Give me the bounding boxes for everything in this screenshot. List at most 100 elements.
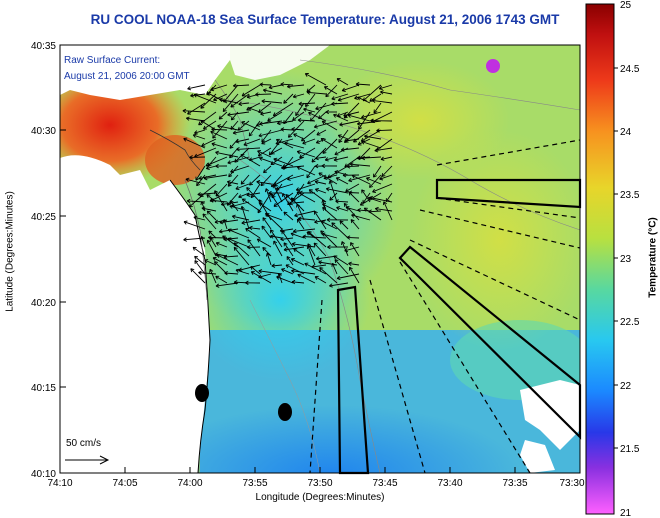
current-vector-head (331, 222, 336, 224)
current-vector-head (182, 110, 187, 114)
current-vector-head (212, 134, 214, 139)
current-vector-head (344, 202, 348, 205)
current-vector-head (283, 247, 287, 251)
current-vector-head (280, 238, 284, 242)
current-vector-head (369, 97, 372, 102)
current-vector (343, 111, 360, 117)
current-vector-head (280, 83, 284, 87)
current-vector-head (200, 107, 205, 109)
current-vector-head (354, 97, 359, 100)
current-vector-head (182, 108, 187, 112)
current-vector (261, 129, 272, 143)
current-vector (193, 93, 217, 104)
current-vector-head (206, 210, 209, 215)
current-vector (258, 270, 283, 275)
current-vector (348, 191, 360, 203)
current-vector (236, 147, 261, 150)
current-vector-head (318, 261, 322, 265)
y-axis-label: Latitude (Degrees:Minutes) (4, 191, 16, 312)
current-vector-head (207, 92, 210, 97)
current-vector-head (200, 120, 203, 124)
current-vector-head (334, 259, 339, 262)
current-vector (281, 230, 294, 248)
current-vector (209, 237, 217, 248)
current-vector-head (258, 270, 262, 274)
current-vector-head (364, 135, 368, 139)
tick-marks (59, 44, 516, 474)
current-vector-head (243, 141, 247, 146)
current-vector-head (217, 125, 221, 129)
current-vector-head (256, 179, 261, 183)
current-vector (369, 197, 393, 203)
current-vector-head (329, 180, 333, 184)
current-vector-head (218, 115, 221, 120)
current-vector-head (379, 88, 383, 91)
current-vector (258, 102, 272, 113)
current-vector-head (322, 207, 325, 211)
current-vector (215, 151, 239, 158)
current-vector-head (360, 137, 364, 142)
current-vector (229, 200, 239, 212)
current-vector-head (282, 193, 286, 196)
current-vector-head (183, 138, 187, 142)
current-vector-head (299, 190, 303, 194)
current-vector-head (316, 131, 320, 136)
current-vector-head (238, 267, 242, 271)
current-vector-head (194, 130, 198, 134)
current-vector-head (320, 221, 324, 225)
current-vector-head (366, 177, 369, 182)
current-vector-head (236, 149, 240, 152)
current-vector-head (355, 82, 360, 85)
current-vector-head (346, 164, 351, 167)
current-vector-head (283, 99, 285, 104)
y-tick-label: 40:20 (31, 298, 56, 309)
current-vector-head (318, 172, 321, 177)
current-vector (240, 154, 261, 167)
current-vector-head (223, 239, 228, 242)
current-vector-head (263, 169, 266, 173)
current-vector (282, 193, 294, 212)
current-vector (182, 110, 206, 113)
colorbar-tick: 23 (620, 254, 632, 265)
current-vector-head (265, 252, 268, 257)
current-vector (270, 156, 283, 165)
current-vector-head (289, 202, 293, 206)
current-vector (307, 243, 316, 257)
current-vector (222, 235, 239, 248)
current-vector (255, 93, 272, 96)
current-vector-head (214, 253, 218, 257)
current-vector-head (246, 194, 251, 197)
current-vector (336, 206, 349, 212)
current-vector-head (259, 156, 263, 159)
current-vector-head (380, 158, 385, 161)
current-vector-head (229, 156, 234, 159)
current-vector (265, 188, 272, 203)
current-vector-head (361, 117, 365, 119)
current-vector (351, 214, 371, 221)
current-vector-head (195, 178, 200, 181)
current-vector (283, 111, 294, 124)
current-vector-head (347, 113, 352, 116)
current-vector-head (314, 210, 318, 214)
current-vector-head (192, 134, 196, 138)
x-tick-label: 74:10 (47, 478, 72, 489)
current-vector (348, 262, 360, 266)
current-vector (260, 174, 272, 187)
current-vector (211, 143, 228, 149)
current-vector-head (205, 162, 209, 167)
current-vector-head (276, 275, 281, 278)
current-vector (316, 138, 327, 144)
current-vector-head (372, 191, 376, 193)
current-vector-head (297, 118, 302, 121)
current-vector-head (227, 114, 231, 117)
current-vector-head (343, 138, 346, 143)
current-vector-head (346, 235, 351, 238)
current-vector (372, 183, 393, 193)
current-vector-head (240, 154, 243, 158)
current-vector (229, 205, 250, 212)
current-vector (215, 275, 228, 284)
current-vector-head (334, 170, 339, 173)
current-vector (372, 99, 393, 104)
current-vector-head (219, 98, 223, 103)
current-vector (215, 282, 239, 287)
